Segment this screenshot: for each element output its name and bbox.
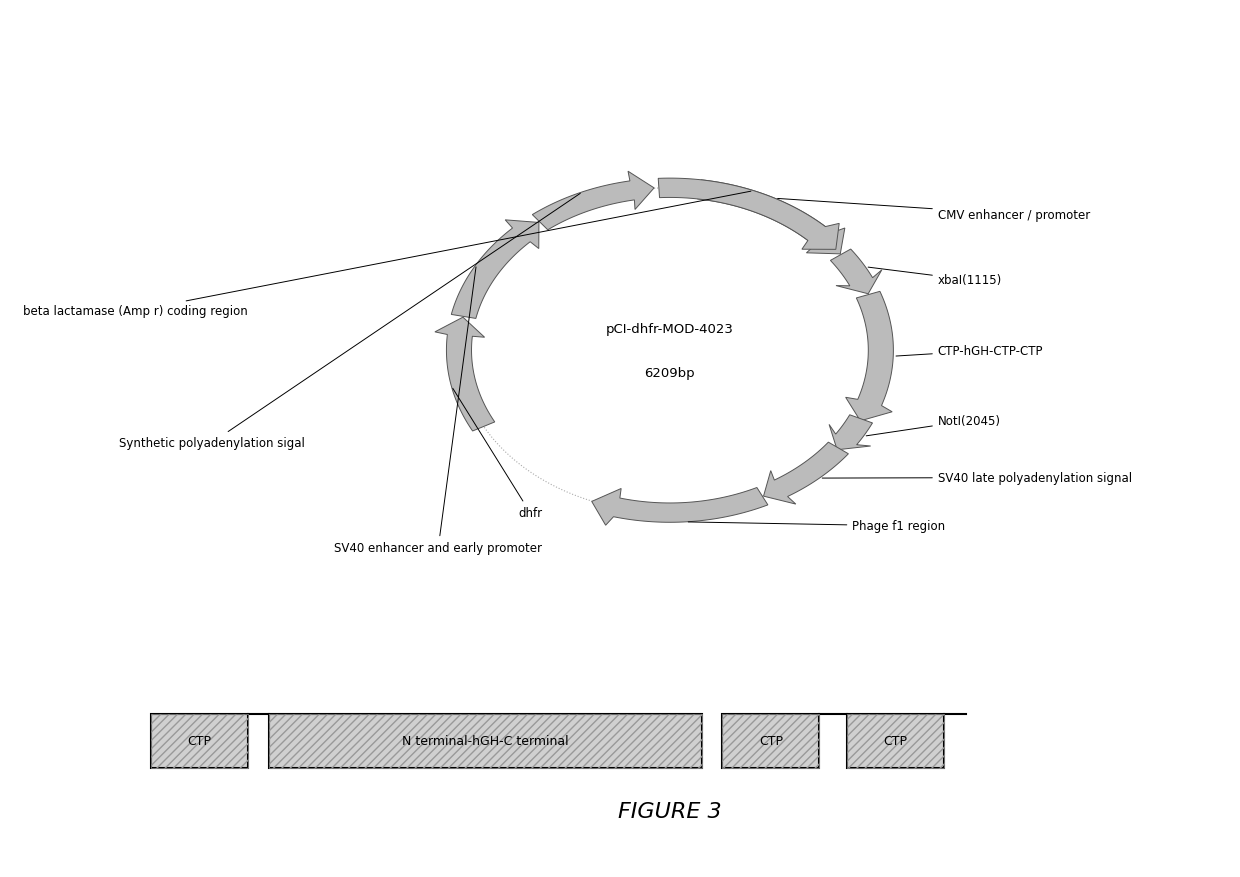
Polygon shape <box>846 292 893 421</box>
Text: N terminal-hGH-C terminal: N terminal-hGH-C terminal <box>402 735 568 747</box>
Text: NotI(2045): NotI(2045) <box>867 415 1001 437</box>
Text: dhfr: dhfr <box>453 389 542 519</box>
Text: xbaI(1115): xbaI(1115) <box>868 267 1002 287</box>
Text: CTP: CTP <box>759 735 782 747</box>
Text: beta lactamase (Amp r) coding region: beta lactamase (Amp r) coding region <box>24 192 751 317</box>
Polygon shape <box>451 221 539 319</box>
Bar <box>847 714 944 768</box>
Text: pCI-dhfr-MOD-4023: pCI-dhfr-MOD-4023 <box>606 323 734 335</box>
Bar <box>723 714 820 768</box>
Bar <box>723 714 820 768</box>
Text: Synthetic polyadenylation sigal: Synthetic polyadenylation sigal <box>119 194 580 449</box>
Polygon shape <box>698 181 844 254</box>
Polygon shape <box>658 179 839 250</box>
Polygon shape <box>831 250 882 295</box>
Polygon shape <box>830 416 873 450</box>
Text: CTP-hGH-CTP-CTP: CTP-hGH-CTP-CTP <box>897 345 1043 357</box>
Text: CTP: CTP <box>187 735 212 747</box>
Bar <box>151 714 248 768</box>
Bar <box>151 714 248 768</box>
Bar <box>269 714 702 768</box>
Text: Phage f1 region: Phage f1 region <box>688 520 945 532</box>
Polygon shape <box>532 172 655 231</box>
Polygon shape <box>591 488 768 525</box>
Text: CMV enhancer / promoter: CMV enhancer / promoter <box>777 199 1090 221</box>
Text: FIGURE 3: FIGURE 3 <box>618 802 722 821</box>
Bar <box>269 714 702 768</box>
Bar <box>847 714 944 768</box>
Text: CTP: CTP <box>883 735 908 747</box>
Text: 6209bp: 6209bp <box>645 367 696 379</box>
Polygon shape <box>435 317 495 431</box>
Polygon shape <box>764 443 848 504</box>
Text: SV40 late polyadenylation signal: SV40 late polyadenylation signal <box>822 472 1132 484</box>
Text: SV40 enhancer and early promoter: SV40 enhancer and early promoter <box>335 267 542 554</box>
